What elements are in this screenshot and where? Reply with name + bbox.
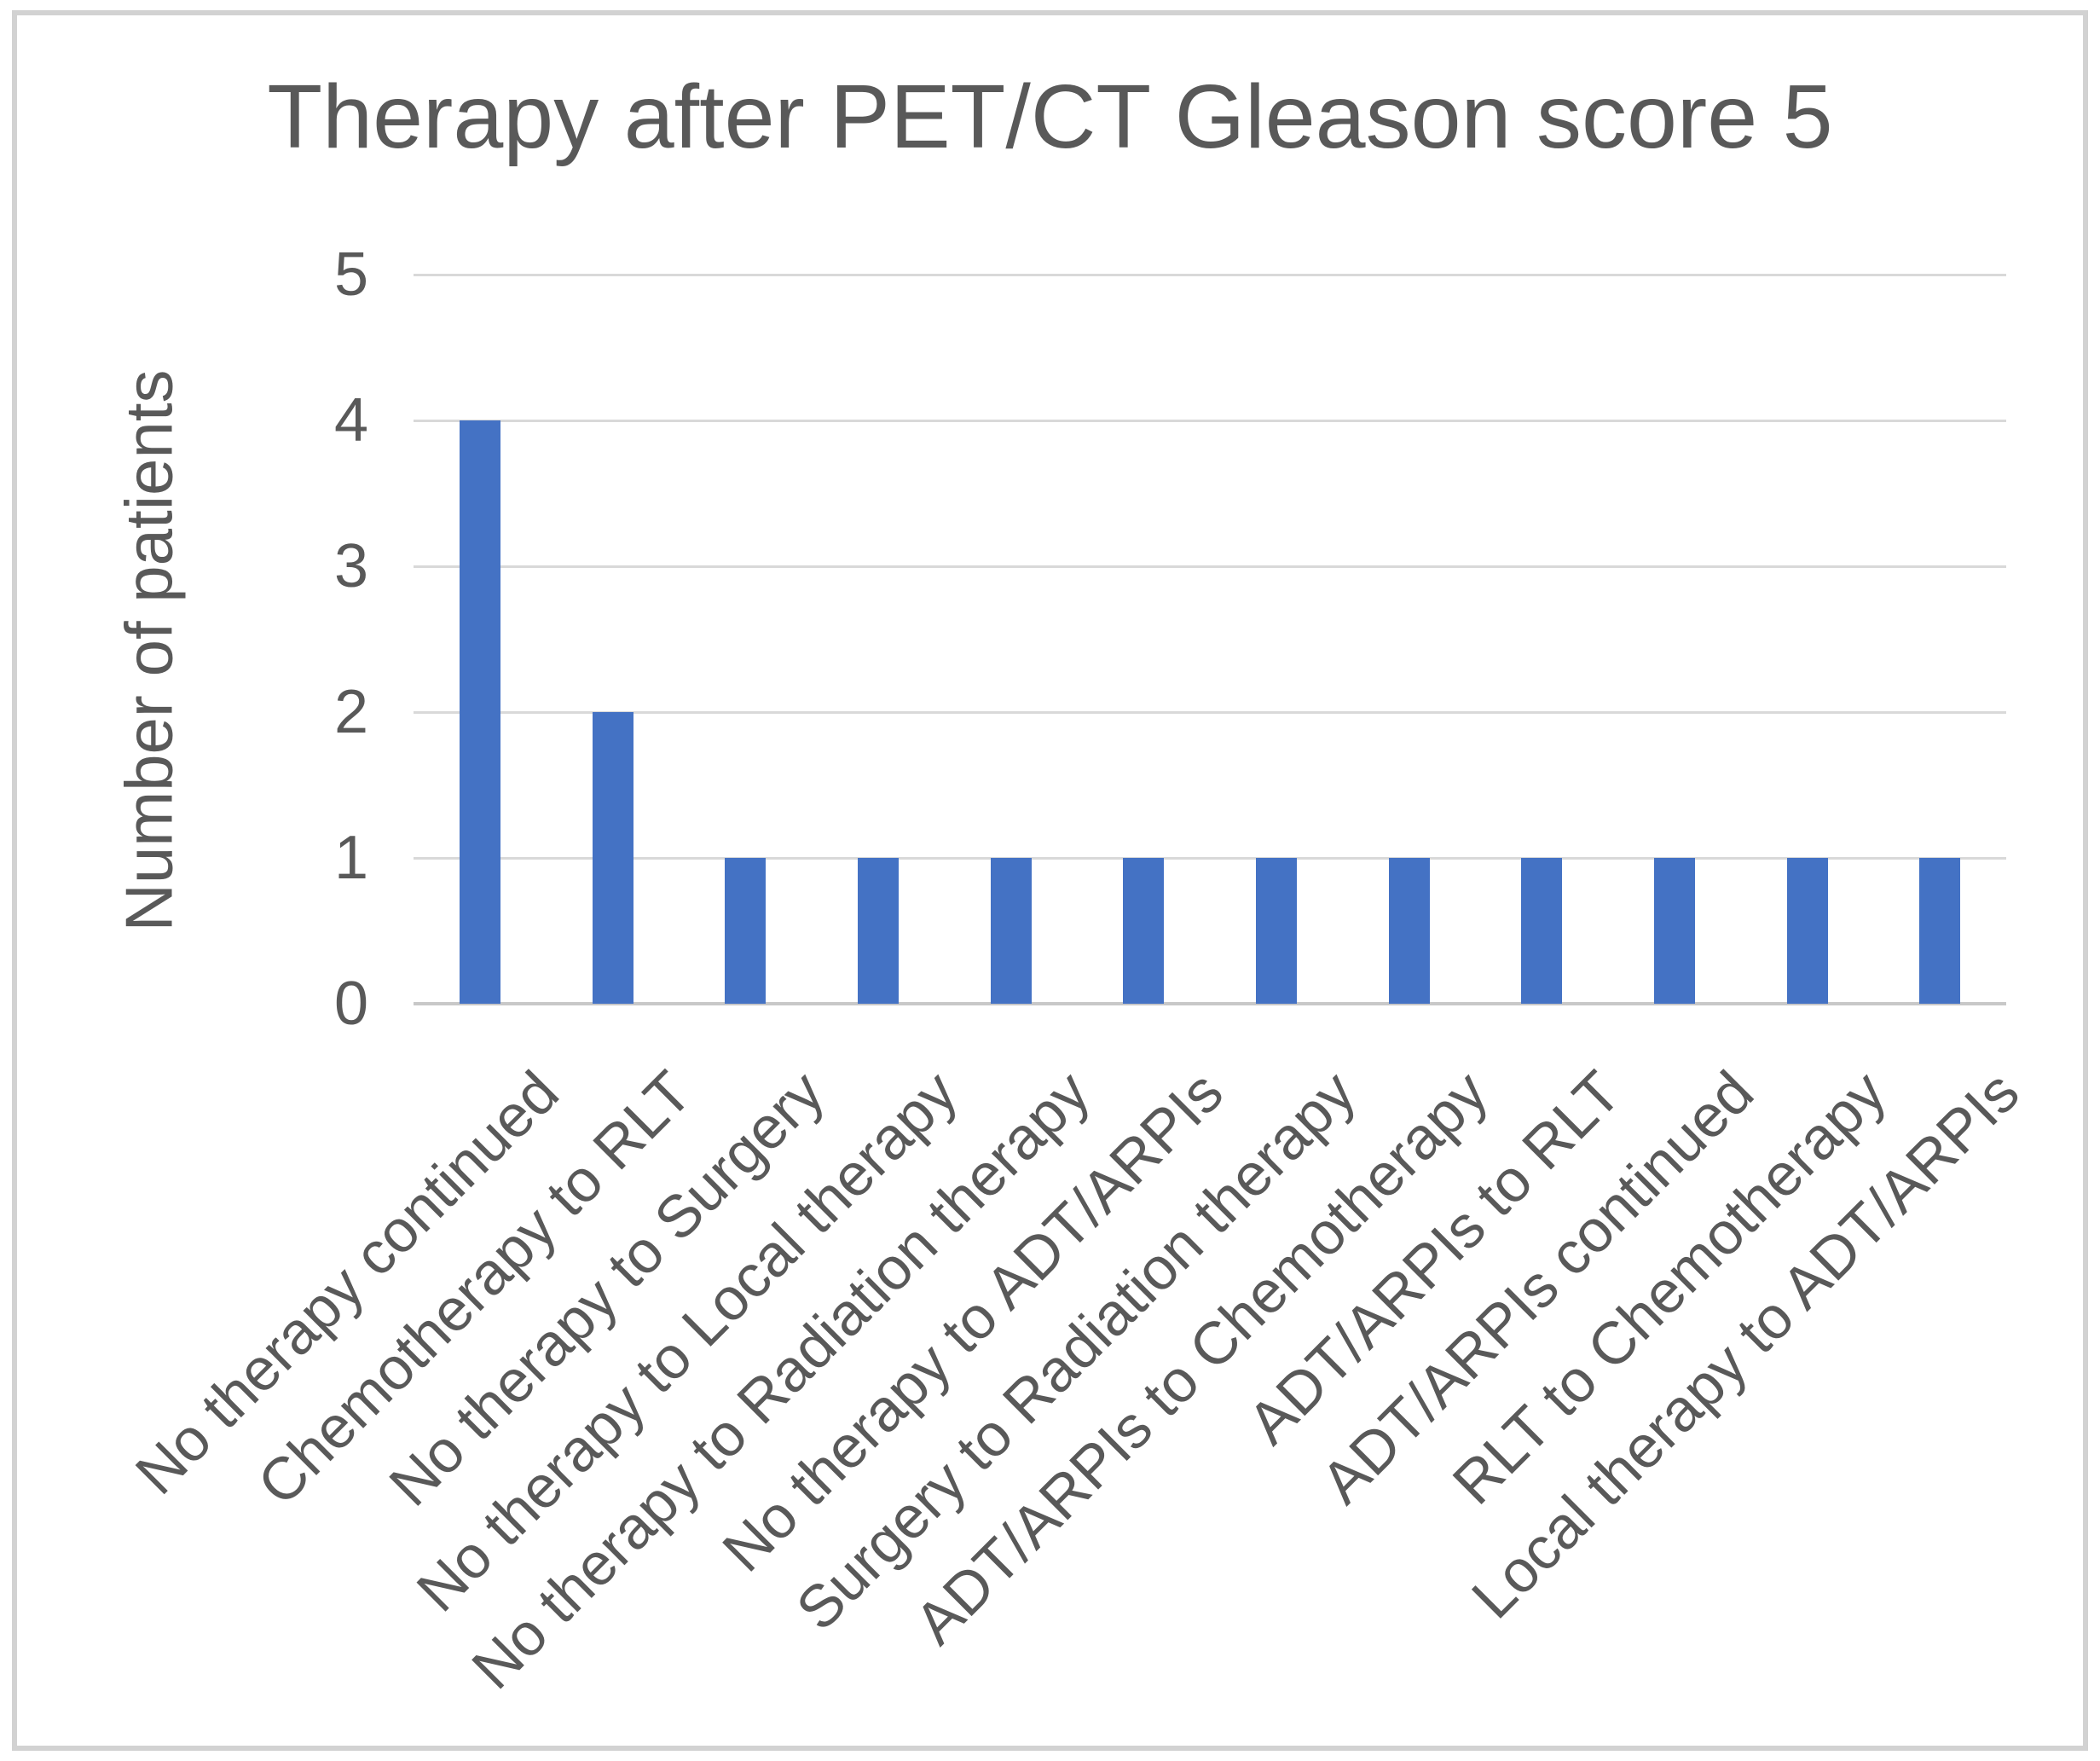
bar bbox=[1255, 858, 1297, 1004]
y-tick-label: 1 bbox=[333, 824, 368, 892]
gridline bbox=[414, 274, 2006, 276]
y-tick-label: 4 bbox=[333, 386, 368, 455]
y-tick-label: 5 bbox=[333, 240, 368, 309]
bar bbox=[725, 858, 767, 1004]
y-tick-label: 2 bbox=[333, 678, 368, 746]
y-axis-title-text: Number of patients bbox=[111, 369, 187, 932]
chart-title: Therapy after PET/CT Gleason score 5 bbox=[267, 67, 1833, 167]
bar bbox=[857, 858, 899, 1004]
gridline bbox=[414, 711, 2006, 714]
gridline bbox=[414, 420, 2006, 422]
bar bbox=[1388, 858, 1430, 1004]
bar bbox=[592, 712, 633, 1004]
y-tick-label: 3 bbox=[333, 532, 368, 600]
bar bbox=[1653, 858, 1695, 1004]
bar bbox=[1123, 858, 1165, 1004]
gridline bbox=[414, 565, 2006, 568]
plot-area bbox=[414, 275, 2006, 1004]
bar bbox=[1786, 858, 1828, 1004]
x-axis-line bbox=[414, 1002, 2006, 1005]
gridline bbox=[414, 857, 2006, 860]
bar bbox=[459, 420, 500, 1004]
bar bbox=[990, 858, 1032, 1004]
bar bbox=[1919, 858, 1961, 1004]
y-tick-label: 0 bbox=[333, 970, 368, 1038]
bar bbox=[1521, 858, 1563, 1004]
